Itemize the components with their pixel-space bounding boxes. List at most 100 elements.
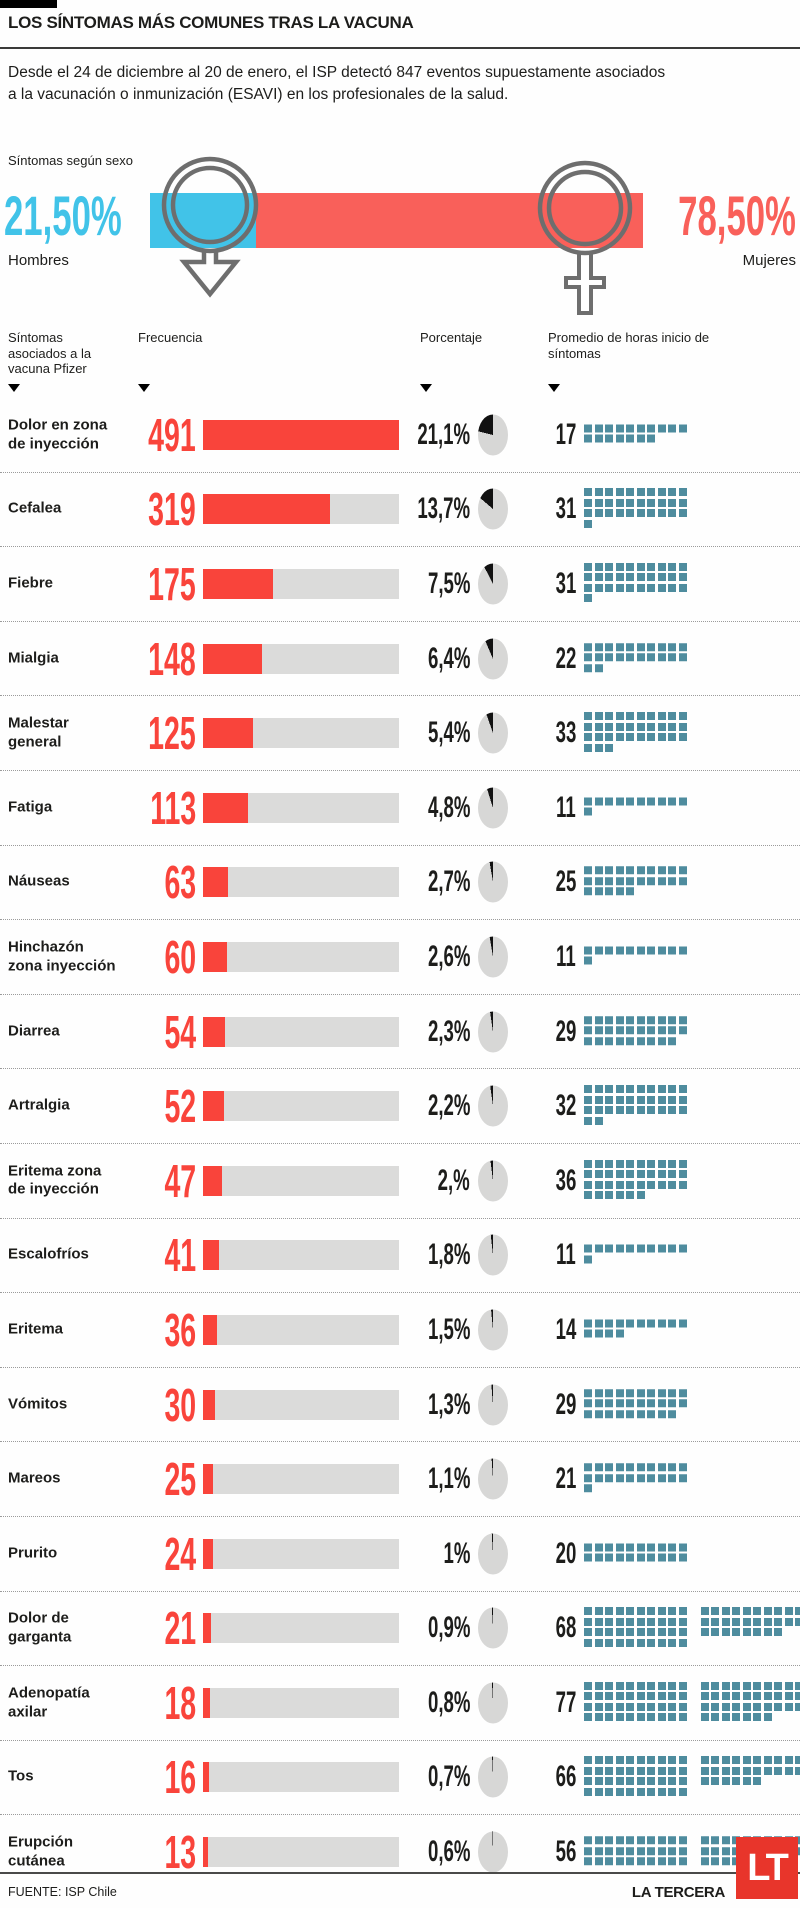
hour-square	[605, 434, 613, 443]
hour-square	[584, 733, 592, 742]
percentage-pie	[478, 936, 508, 978]
hour-square	[584, 1713, 592, 1722]
symptom-row: Fiebre 175 7,5% 31	[0, 547, 800, 622]
hour-square	[626, 1857, 634, 1866]
hour-square	[668, 1617, 676, 1626]
frequency-number: 41	[164, 1229, 196, 1282]
waffle-row	[584, 498, 687, 507]
hour-square	[584, 1463, 592, 1472]
waffle-row	[584, 1543, 687, 1552]
hour-square	[763, 1766, 772, 1775]
hour-square	[753, 1777, 761, 1786]
hour-square	[774, 1766, 782, 1775]
hours-value: 11	[506, 1240, 576, 1270]
percentage-number: 1,3%	[427, 1387, 470, 1421]
hour-square	[605, 488, 613, 497]
hour-square	[626, 1787, 634, 1796]
hour-square	[636, 1787, 645, 1796]
hour-square	[605, 1628, 613, 1637]
hour-square	[594, 1857, 603, 1866]
hour-square	[742, 1617, 751, 1626]
hour-square	[742, 1628, 751, 1637]
hour-square	[668, 583, 676, 592]
hour-square	[668, 722, 676, 731]
hour-square	[657, 1170, 666, 1179]
waffle-block	[584, 712, 687, 754]
hour-square	[626, 722, 634, 731]
hour-square	[584, 562, 592, 571]
female-label: Mujeres	[742, 252, 796, 269]
waffle-row	[584, 807, 687, 816]
percentage-pie	[478, 1085, 508, 1127]
hour-square	[753, 1756, 761, 1765]
hour-square	[626, 1159, 634, 1168]
percentage-value: 5,4%	[378, 718, 470, 748]
hour-square	[636, 488, 645, 497]
hour-square	[584, 1756, 592, 1765]
frequency-bar-fill	[203, 792, 249, 823]
hour-square	[636, 498, 645, 507]
hour-square	[657, 498, 666, 507]
hour-square	[626, 1036, 634, 1045]
hour-square	[626, 1180, 634, 1189]
hour-square	[615, 488, 624, 497]
hour-square	[605, 642, 613, 651]
hour-square	[605, 424, 613, 433]
sex-split-bar	[150, 193, 643, 248]
hour-square	[615, 642, 624, 651]
column-marker-triangle-icon	[548, 384, 560, 392]
hour-square	[668, 1463, 676, 1472]
hour-square	[594, 488, 603, 497]
hour-square	[626, 1085, 634, 1094]
hour-square	[626, 1015, 634, 1024]
waffle-row	[584, 1857, 687, 1866]
male-percentage: 21,50%	[4, 184, 122, 247]
hour-square	[605, 1095, 613, 1104]
frequency-bar-fill	[203, 1837, 209, 1868]
hour-square	[615, 1543, 624, 1552]
frequency-value: 24	[96, 1531, 196, 1577]
symptom-label: Prurito	[8, 1544, 58, 1562]
hour-square	[668, 733, 676, 742]
waffle-row	[584, 1329, 687, 1338]
hour-square	[668, 1244, 676, 1253]
hour-square	[615, 509, 624, 518]
hour-square	[584, 1777, 592, 1786]
waffle-row	[584, 1713, 687, 1722]
waffle-block	[700, 1607, 800, 1639]
hour-square	[584, 807, 592, 816]
waffle-row	[584, 1170, 687, 1179]
hour-square	[594, 1329, 603, 1338]
hour-square	[742, 1681, 751, 1690]
frequency-value: 16	[96, 1754, 196, 1800]
hours-waffle	[584, 1388, 687, 1421]
hour-square	[668, 1159, 676, 1168]
hour-square	[647, 877, 655, 886]
hour-square	[668, 1319, 676, 1328]
hour-square	[594, 877, 603, 886]
symptom-row: Dolor en zona de inyección 491 21,1% 17	[0, 398, 800, 473]
waffle-row	[584, 1191, 687, 1200]
hour-square	[678, 653, 687, 662]
waffle-row	[584, 1085, 687, 1094]
hour-square	[605, 877, 613, 886]
waffle-row	[584, 594, 687, 603]
waffle-block	[584, 562, 687, 605]
hour-square	[657, 1857, 666, 1866]
hour-square	[700, 1628, 709, 1637]
hour-square	[605, 1473, 613, 1482]
hour-square	[584, 946, 592, 955]
hour-square	[678, 424, 687, 433]
hours-number: 21	[555, 1462, 576, 1496]
waffle-block	[584, 424, 687, 445]
hour-square	[605, 1638, 613, 1647]
hour-square	[711, 1846, 719, 1855]
frequency-bar	[203, 1314, 399, 1345]
hour-square	[605, 1026, 613, 1035]
hour-square	[636, 1036, 645, 1045]
hour-square	[721, 1628, 730, 1637]
hour-square	[647, 424, 655, 433]
hour-square	[711, 1617, 719, 1626]
waffle-row	[700, 1617, 800, 1626]
hour-square	[605, 1617, 613, 1626]
